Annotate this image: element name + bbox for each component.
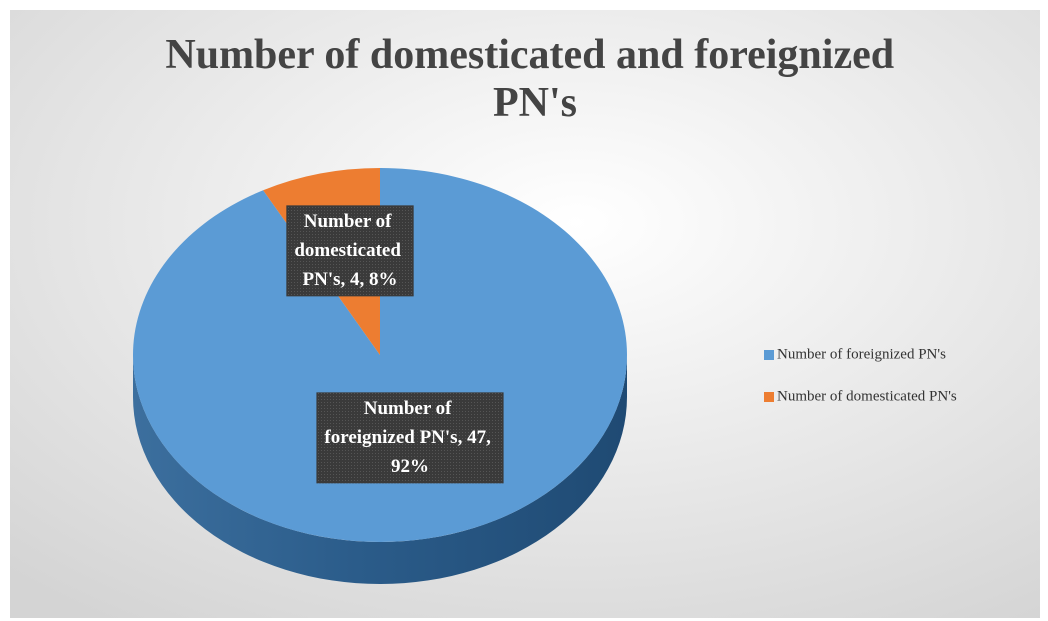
legend-swatch xyxy=(764,350,774,360)
data-label: Number of foreignized PN's, 47, 92% xyxy=(324,398,495,477)
data-label-box xyxy=(316,392,504,484)
data-label-box xyxy=(286,205,414,297)
chart-title: Number of domesticated and foreignized P… xyxy=(165,32,904,126)
legend-label: Number of domesticated PN's xyxy=(777,388,957,404)
data-label-group: Number of domesticated PN's, 4, 8% xyxy=(286,205,414,297)
data-label: Number of domesticated PN's, 4, 8% xyxy=(294,211,405,290)
data-label-group: Number of foreignized PN's, 47, 92% xyxy=(316,392,504,484)
legend-swatch xyxy=(764,392,774,402)
pie-side xyxy=(133,355,627,584)
legend-label: Number of foreignized PN's xyxy=(777,346,946,362)
